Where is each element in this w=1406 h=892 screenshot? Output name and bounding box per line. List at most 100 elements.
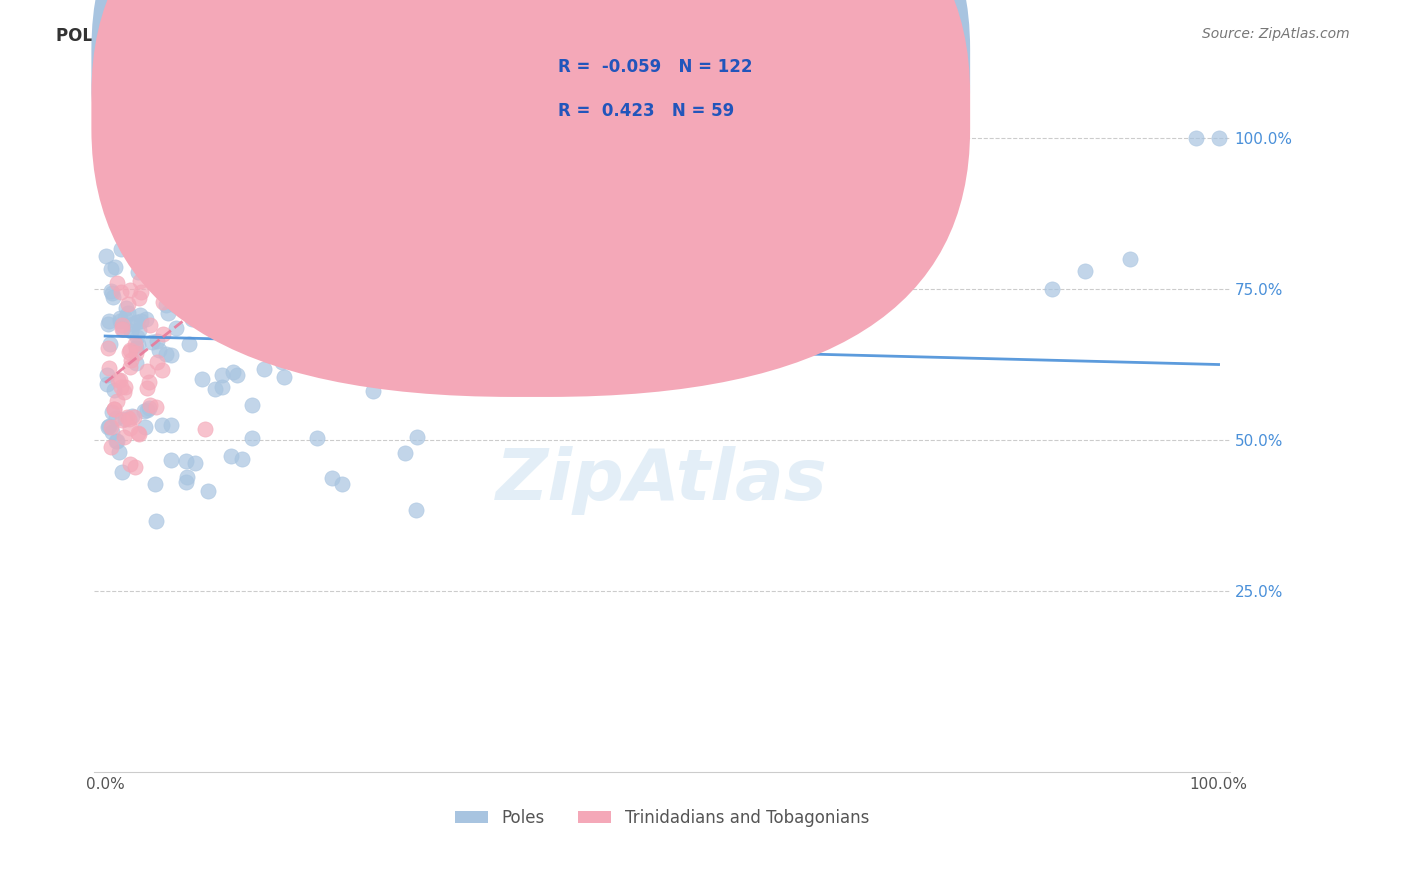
Point	[205, 301, 228, 315]
Point	[270, 206, 292, 220]
Point	[405, 503, 427, 517]
Point	[138, 398, 160, 412]
Point	[146, 334, 169, 348]
Point	[110, 379, 132, 393]
Point	[127, 330, 149, 344]
Point	[127, 316, 149, 330]
Point	[211, 380, 233, 394]
Point	[245, 310, 267, 324]
Point	[105, 394, 128, 409]
Point	[117, 296, 139, 310]
Point	[120, 283, 142, 297]
Point	[136, 381, 159, 395]
Point	[111, 322, 134, 336]
Point	[105, 434, 128, 448]
Point	[101, 286, 124, 301]
Point	[122, 318, 145, 332]
Point	[1185, 131, 1208, 145]
Point	[94, 249, 117, 263]
Point	[138, 375, 160, 389]
Point	[127, 426, 149, 441]
Point	[127, 265, 149, 279]
Point	[343, 329, 366, 343]
Point	[150, 363, 173, 377]
Point	[96, 377, 118, 392]
Point	[174, 454, 197, 468]
Point	[184, 456, 207, 470]
Text: ZipAtlas: ZipAtlas	[496, 446, 828, 515]
Point	[159, 452, 181, 467]
Point	[204, 382, 226, 396]
Point	[145, 401, 167, 415]
Point	[479, 291, 502, 305]
Point	[108, 373, 131, 387]
Point	[117, 410, 139, 425]
Point	[406, 430, 429, 444]
Point	[321, 471, 343, 485]
Point	[111, 167, 134, 181]
Point	[225, 368, 247, 382]
Point	[97, 342, 120, 356]
Text: Source: ZipAtlas.com: Source: ZipAtlas.com	[1202, 27, 1350, 41]
Point	[148, 343, 170, 358]
Point	[160, 417, 183, 432]
Point	[222, 307, 245, 321]
Point	[103, 383, 125, 397]
Point	[150, 418, 173, 433]
Point	[127, 337, 149, 351]
Point	[128, 426, 150, 441]
Point	[115, 301, 138, 316]
Point	[155, 347, 177, 361]
Point	[110, 310, 132, 325]
Point	[307, 431, 329, 445]
Point	[176, 475, 198, 489]
Point	[121, 409, 143, 424]
Point	[100, 284, 122, 298]
Point	[226, 240, 249, 254]
Point	[120, 325, 142, 339]
Point	[103, 401, 125, 416]
Point	[191, 372, 214, 386]
Point	[114, 412, 136, 426]
Point	[183, 296, 205, 310]
Point	[209, 172, 232, 186]
Point	[225, 302, 247, 317]
Point	[97, 318, 120, 332]
Point	[139, 318, 162, 333]
Point	[103, 290, 125, 304]
Point	[159, 273, 181, 287]
Point	[163, 238, 186, 252]
Point	[104, 260, 127, 274]
Point	[153, 207, 176, 221]
Point	[194, 422, 217, 436]
Point	[112, 385, 135, 400]
Point	[172, 255, 194, 269]
Point	[211, 368, 233, 383]
Point	[128, 291, 150, 305]
Point	[174, 270, 197, 285]
Point	[359, 155, 381, 169]
Point	[179, 336, 201, 351]
Point	[101, 405, 124, 419]
Point	[97, 420, 120, 434]
Point	[118, 345, 141, 359]
Point	[120, 421, 142, 435]
Point	[295, 291, 318, 305]
Point	[221, 365, 243, 379]
Point	[141, 334, 163, 349]
Point	[145, 355, 167, 369]
Point	[136, 403, 159, 417]
Point	[177, 215, 200, 229]
Point	[98, 314, 121, 328]
Point	[98, 419, 121, 434]
Point	[118, 360, 141, 375]
Point	[100, 420, 122, 434]
Point	[181, 311, 204, 326]
Point	[98, 361, 121, 376]
Point	[125, 356, 148, 370]
Point	[129, 207, 152, 221]
Point	[111, 413, 134, 427]
Point	[292, 298, 315, 312]
Point	[110, 285, 132, 299]
Point	[1118, 252, 1140, 266]
